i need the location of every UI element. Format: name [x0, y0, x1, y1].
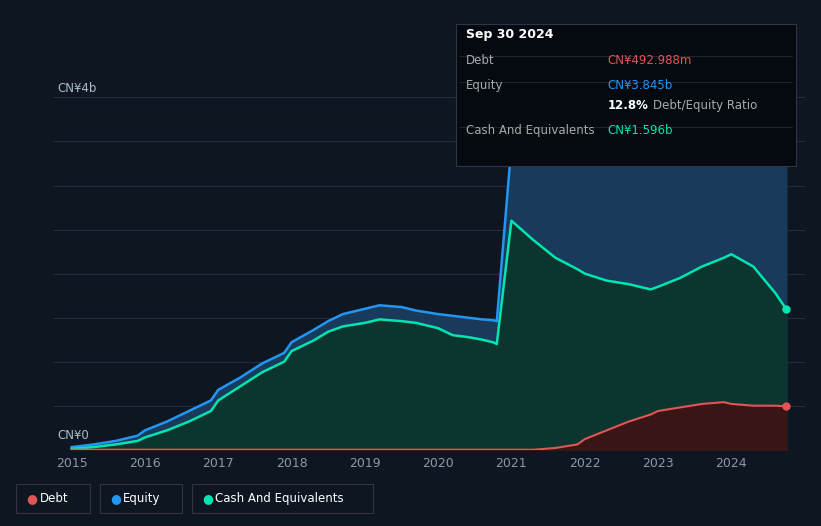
Text: CN¥1.596b: CN¥1.596b	[608, 124, 673, 137]
Text: Sep 30 2024: Sep 30 2024	[466, 28, 553, 42]
Text: 12.8%: 12.8%	[608, 99, 649, 112]
Text: Debt/Equity Ratio: Debt/Equity Ratio	[653, 99, 757, 112]
Text: ●: ●	[110, 492, 121, 505]
Text: ●: ●	[202, 492, 213, 505]
Text: Cash And Equivalents: Cash And Equivalents	[466, 124, 594, 137]
Text: CN¥4b: CN¥4b	[57, 83, 97, 95]
Text: Debt: Debt	[39, 492, 68, 505]
Text: Cash And Equivalents: Cash And Equivalents	[215, 492, 344, 505]
Text: CN¥492.988m: CN¥492.988m	[608, 54, 692, 67]
Text: CN¥3.845b: CN¥3.845b	[608, 79, 672, 92]
Text: CN¥0: CN¥0	[57, 429, 89, 442]
Text: Equity: Equity	[466, 79, 503, 92]
Text: Equity: Equity	[123, 492, 161, 505]
Text: Debt: Debt	[466, 54, 494, 67]
Text: ●: ●	[26, 492, 37, 505]
